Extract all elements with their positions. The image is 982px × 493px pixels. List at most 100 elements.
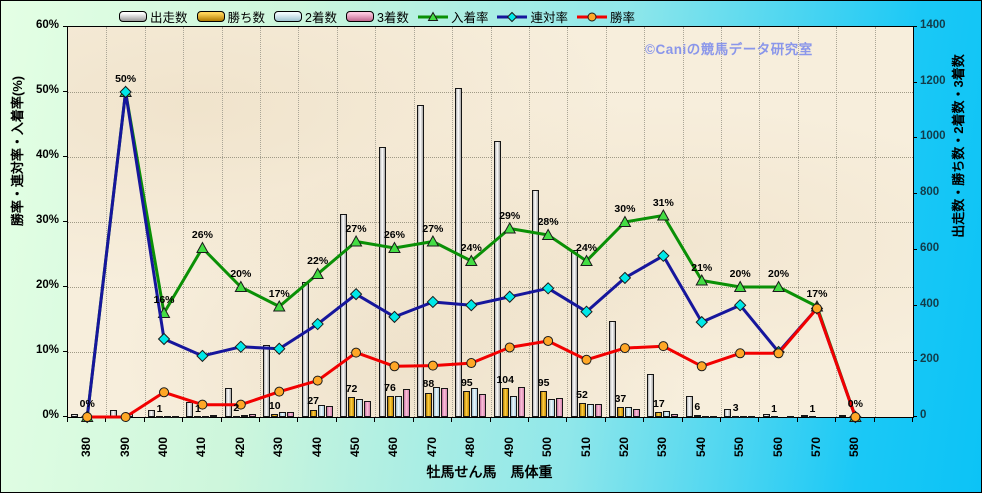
x-tick-label: 580 (847, 436, 862, 457)
circle-marker-win-rate (312, 375, 323, 386)
circle-marker-win-rate (466, 358, 477, 369)
bar-starts-410 (186, 402, 194, 417)
bar-third-490 (517, 386, 525, 417)
data-label-place-rate: 0% (847, 398, 863, 410)
legend-label-wins: 勝ち数 (227, 11, 266, 25)
data-label-place-rate: 0% (79, 398, 95, 410)
v-gridline (644, 27, 646, 417)
diamond-marker-quinella-rate (119, 85, 132, 99)
data-label-place-rate: 21% (691, 261, 713, 274)
y-right-tick (913, 137, 917, 139)
diamond-marker-quinella-rate (503, 290, 516, 303)
bar-wins-460 (386, 395, 394, 417)
legend-swatch-starts (119, 11, 147, 22)
circle-marker-win-rate (543, 335, 554, 346)
circle-marker-win-rate (773, 348, 784, 359)
y-left-tick (63, 26, 67, 27)
y-left-tick-label: 60% (35, 19, 59, 31)
x-axis-tick (297, 417, 299, 422)
x-axis-tick (681, 417, 683, 422)
bar-starts-570 (801, 415, 808, 418)
data-label-place-rate: 27% (345, 222, 367, 235)
x-tick-label: 380 (79, 436, 94, 457)
circle-marker-win-rate (850, 412, 861, 422)
x-tick-label: 530 (655, 436, 670, 457)
bar-second-440 (317, 405, 325, 417)
x-tick-label: 560 (770, 436, 785, 457)
bar-wins-430 (271, 414, 279, 417)
diamond-marker-quinella-rate (234, 340, 248, 354)
data-label-wins: 76 (384, 381, 396, 394)
circle-marker-win-rate (82, 412, 93, 422)
bar-wins-520 (616, 406, 624, 417)
x-tick-label: 410 (194, 436, 209, 457)
bar-starts-490 (493, 141, 501, 417)
circle-marker-win-rate (427, 360, 438, 371)
data-label-wins: 95 (537, 376, 550, 389)
data-label-wins: 10 (268, 400, 281, 413)
bar-wins-550 (732, 415, 740, 418)
bar-starts-450 (340, 213, 348, 417)
x-tick-label: 460 (386, 436, 401, 457)
circle-marker-win-rate (658, 341, 669, 352)
bar-second-470 (432, 386, 440, 417)
x-tick-label: 540 (693, 436, 708, 457)
y-left-tick-label: 40% (35, 149, 59, 161)
bar-wins-450 (348, 396, 356, 417)
bar-third-440 (325, 406, 333, 417)
triangle-marker-place-rate (695, 273, 709, 286)
bar-starts-540 (685, 396, 693, 417)
bar-third-410 (210, 414, 218, 417)
circle-marker-win-rate (696, 361, 707, 372)
v-gridline (528, 27, 530, 417)
data-label-place-rate: 28% (537, 216, 559, 228)
data-label-wins: 52 (576, 388, 588, 401)
bar-second-520 (624, 406, 632, 417)
legend-item-place-rate: 入着率 (417, 7, 489, 26)
y-left-tick-label: 10% (35, 344, 59, 356)
legend-item-win-rate: 勝率 (576, 7, 635, 26)
legend-swatch-second (274, 11, 303, 22)
data-label-wins: 95 (460, 376, 473, 389)
bar-starts-380 (71, 414, 79, 417)
y-left-tick-label: 50% (35, 84, 59, 96)
y-left-tick-label: 0% (42, 409, 59, 421)
bar-wins-560 (770, 415, 778, 418)
bar-starts-500 (532, 190, 540, 417)
legend-swatch-quinella-rate (497, 11, 528, 22)
data-label-place-rate: 31% (652, 196, 674, 209)
y-right-tick (913, 193, 917, 195)
circle-marker-win-rate (235, 399, 246, 410)
diamond-marker-quinella-rate (196, 349, 209, 363)
v-gridline (413, 27, 415, 417)
bar-wins-490 (501, 388, 509, 417)
x-tick-label: 420 (232, 436, 247, 457)
bar-second-400 (164, 415, 171, 418)
y-right-tick-label: 1000 (920, 130, 946, 143)
legend-swatch-place-rate (417, 10, 448, 21)
x-axis-tick (758, 417, 760, 422)
bar-third-550 (748, 415, 756, 418)
bar-second-480 (471, 387, 479, 417)
x-tick-label: 450 (348, 436, 363, 457)
bar-second-490 (509, 396, 517, 417)
x-tick-label: 490 (501, 436, 516, 457)
bar-third-400 (172, 415, 179, 418)
v-gridline (682, 27, 684, 417)
x-tick-label: 430 (271, 436, 286, 457)
data-label-place-rate: 17% (268, 287, 290, 300)
triangle-marker-place-rate (733, 280, 747, 292)
diamond-marker-quinella-rate (465, 298, 478, 312)
x-axis-tick (374, 417, 376, 422)
data-label-place-rate: 26% (191, 229, 213, 241)
triangle-marker-place-rate (388, 241, 401, 253)
x-tick-label: 390 (117, 436, 132, 457)
diamond-marker-quinella-rate (273, 342, 286, 355)
circle-marker-win-rate (120, 412, 131, 422)
x-axis-tick (796, 417, 798, 422)
legend-label-place-rate: 入着率 (450, 11, 489, 25)
data-label-wins: 1 (809, 402, 816, 415)
v-gridline (452, 27, 454, 417)
diamond-marker-quinella-rate (349, 287, 363, 301)
diamond-marker-quinella-rate (426, 295, 440, 309)
